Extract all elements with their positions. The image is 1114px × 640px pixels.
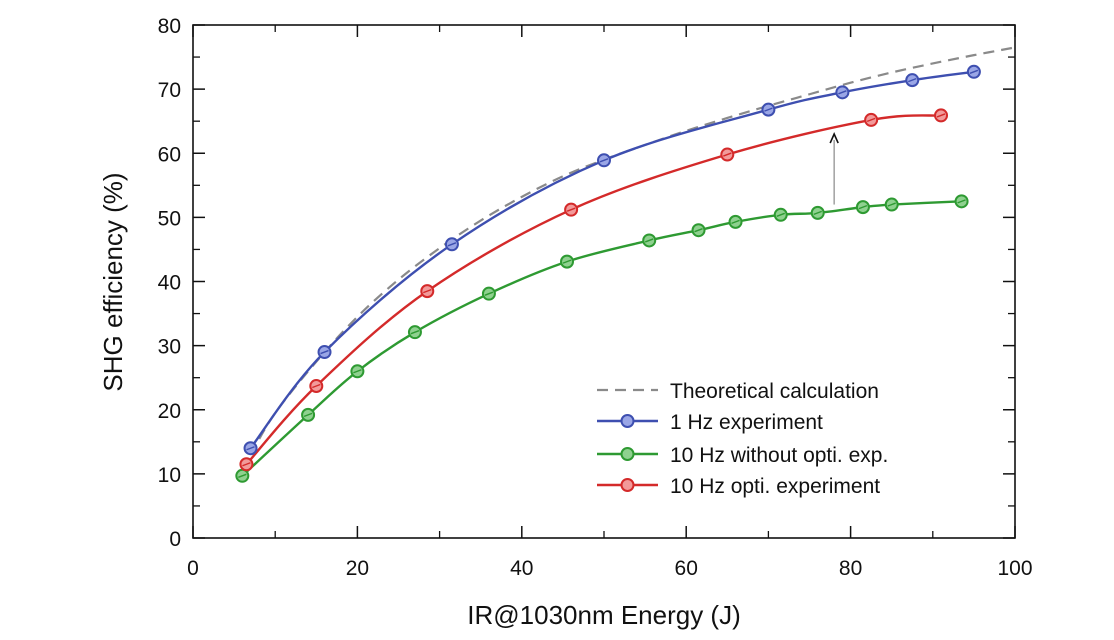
data-point-mark <box>887 202 896 207</box>
annotation-layer <box>829 132 839 205</box>
data-point-mark <box>858 204 868 210</box>
x-axis-title: IR@1030nm Energy (J) <box>467 600 741 630</box>
series-1 <box>243 64 981 456</box>
series-line <box>245 114 942 466</box>
data-point-mark <box>838 90 847 95</box>
data-point-mark <box>776 212 785 217</box>
data-point-mark <box>644 238 654 243</box>
series-3 <box>239 108 949 472</box>
y-tick-label: 40 <box>158 272 181 295</box>
x-tick-label: 20 <box>346 557 369 580</box>
x-tick-label: 0 <box>187 557 199 580</box>
data-point-mark <box>723 152 732 157</box>
legend-marker-10hz-without-opti <box>620 447 635 461</box>
data-point-mark <box>936 113 946 118</box>
plot-area: 0 20 40 60 80 100 0 10 20 30 40 50 60 70 80 <box>158 15 1033 580</box>
data-point-mark <box>562 259 572 264</box>
data-point-mark <box>694 228 703 233</box>
legend-label: 1 Hz experiment <box>670 411 823 434</box>
data-point-mark <box>238 473 247 478</box>
x-tick-label: 100 <box>997 557 1032 580</box>
series-0 <box>249 46 1016 456</box>
y-tick-label: 60 <box>158 143 181 166</box>
legend-label: 10 Hz opti. experiment <box>670 475 880 498</box>
y-tick-label: 80 <box>158 15 181 38</box>
series-line <box>249 46 1016 456</box>
legend-marker-10hz-opti <box>620 478 635 492</box>
data-point-mark <box>969 69 979 74</box>
data-point-mark <box>731 219 740 225</box>
data-point-mark <box>764 107 773 112</box>
x-tick-label: 60 <box>675 557 698 580</box>
y-tick-label: 20 <box>158 400 181 423</box>
data-point-mark <box>312 383 321 389</box>
x-tick-label: 80 <box>839 557 862 580</box>
data-point-mark <box>353 369 362 374</box>
arrow-head <box>829 132 839 144</box>
y-tick-label: 30 <box>158 336 181 359</box>
y-tick-label: 0 <box>169 528 181 551</box>
data-point-mark <box>242 462 251 467</box>
legend-label: 10 Hz without opti. exp. <box>670 444 888 467</box>
y-axis-title: SHG efficiency (%) <box>98 172 128 391</box>
legend-label: Theoretical calculation <box>670 380 879 403</box>
axis-ticks: 0 20 40 60 80 100 0 10 20 30 40 50 60 70 80 <box>158 15 1033 580</box>
data-point-mark <box>813 210 822 216</box>
data-point-mark <box>410 330 420 335</box>
legend: Theoretical calculation 1 Hz experiment … <box>597 380 888 498</box>
data-point-mark <box>908 77 917 83</box>
data-point-mark <box>957 199 966 204</box>
legend-item-1hz: 1 Hz experiment <box>597 411 823 434</box>
data-point-mark <box>303 412 313 418</box>
series-line <box>241 200 962 477</box>
data-point-mark <box>320 349 329 355</box>
x-tick-label: 40 <box>510 557 533 580</box>
legend-item-10hz-without-opti: 10 Hz without opti. exp. <box>597 444 888 467</box>
series-layer <box>235 46 1016 483</box>
data-point-mark <box>599 158 609 163</box>
y-tick-label: 50 <box>158 207 181 230</box>
series-2 <box>235 194 969 483</box>
y-tick-label: 10 <box>158 464 181 487</box>
data-point-mark <box>484 291 494 296</box>
data-point-mark <box>246 446 255 451</box>
plot-frame <box>192 24 1016 539</box>
data-point-mark <box>866 117 876 123</box>
data-point-mark <box>566 207 576 212</box>
legend-item-10hz-opti: 10 Hz opti. experiment <box>597 475 880 498</box>
y-tick-label: 70 <box>158 79 181 102</box>
data-point-mark <box>423 288 432 294</box>
legend-item-theoretical: Theoretical calculation <box>597 380 879 403</box>
data-point-mark <box>447 242 457 247</box>
legend-marker-1hz <box>620 414 635 428</box>
